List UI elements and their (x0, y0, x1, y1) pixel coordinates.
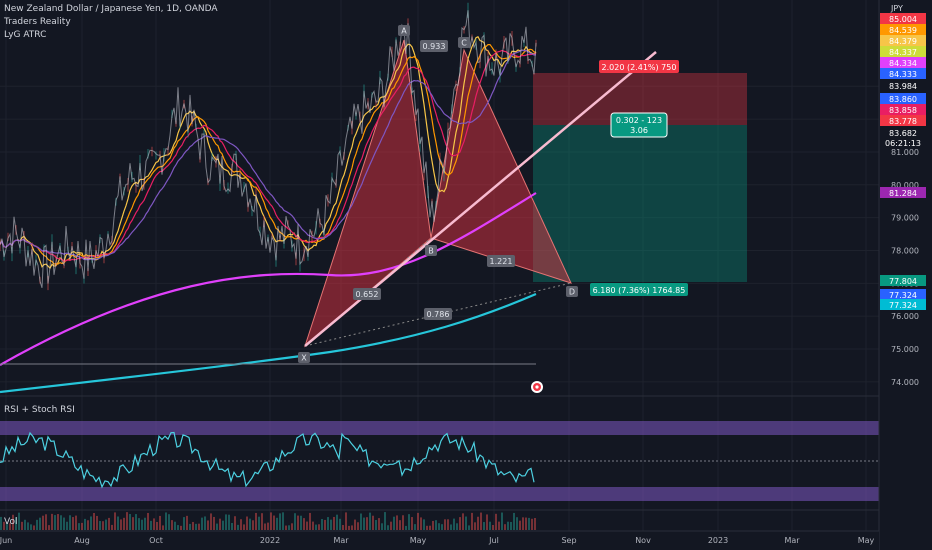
time-tick: 2022 (260, 536, 280, 545)
time-tick: Oct (149, 536, 163, 545)
price-badge-text: 84.333 (889, 70, 917, 79)
time-tick: Jul (488, 536, 499, 545)
price-badge-text: 85.004 (889, 15, 917, 24)
price-badge (880, 35, 926, 46)
price-badge (880, 127, 926, 138)
price-badge (880, 289, 926, 300)
point-d-label: D (569, 288, 575, 297)
vol-panel-title: Vol (4, 517, 17, 527)
time-tick: May (858, 536, 875, 545)
ema-purple-line[interactable] (0, 192, 537, 366)
point-c-label: C (461, 39, 467, 48)
rsi-overbought-band (0, 421, 879, 435)
ratio-xb: 0.652 (356, 290, 379, 299)
ratio-xd: 0.786 (427, 310, 450, 319)
point-b-label: B (428, 247, 434, 256)
rsi-line[interactable] (0, 431, 535, 489)
price-badge-text: 77.324 (889, 301, 917, 310)
time-tick: Mar (333, 536, 349, 545)
price-badge (880, 93, 926, 104)
time-tick: Jun (0, 536, 12, 545)
time-tick: Aug (74, 536, 90, 545)
entry-label-line2: 3.06 (630, 126, 648, 135)
price-badge (880, 137, 926, 148)
price-series[interactable] (0, 10, 537, 288)
entry-label-line1: 0.302 - 123 (616, 116, 662, 125)
point-a-label: A (401, 27, 407, 36)
moving-average-line[interactable] (0, 49, 537, 261)
price-badge-text: 83.858 (889, 106, 917, 115)
price-badge (880, 104, 926, 115)
price-badge-text: 84.337 (889, 48, 917, 57)
time-tick: Mar (784, 536, 800, 545)
price-badge-text: 77.804 (889, 277, 917, 286)
price-badge (880, 57, 926, 68)
take-profit-zone[interactable] (533, 125, 747, 282)
price-badge (880, 299, 926, 310)
price-badge (880, 187, 926, 198)
price-badge-text: 84.379 (889, 37, 917, 46)
ratio-ab: 0.933 (423, 42, 446, 51)
price-tick: 75.000 (891, 345, 919, 354)
currency-label: JPY (890, 4, 903, 13)
price-badge (880, 24, 926, 35)
price-tick: 79.000 (891, 214, 919, 223)
price-badge-text: 83.778 (889, 117, 917, 126)
price-badge-text: 84.539 (889, 26, 917, 35)
price-tick: 76.000 (891, 312, 919, 321)
price-badge-text: 77.324 (889, 291, 917, 300)
price-badge (880, 46, 926, 57)
price-tick: 74.000 (891, 378, 919, 387)
time-tick: 2023 (708, 536, 728, 545)
price-badge-text: 83.860 (889, 95, 917, 104)
time-tick: May (410, 536, 427, 545)
price-badge-text: 06:21:13 (885, 139, 921, 148)
indicator-lyg-atrc[interactable]: LyG ATRC (4, 30, 47, 40)
price-tick: 80.000 (891, 181, 919, 190)
price-badge (880, 275, 926, 286)
price-tick: 81.000 (891, 148, 919, 157)
ratio-bd: 1.221 (490, 257, 513, 266)
indicator-traders-reality[interactable]: Traders Reality (4, 17, 71, 27)
price-badge (880, 68, 926, 79)
price-badge-text: 84.334 (889, 59, 917, 68)
ema-cyan-line[interactable] (0, 292, 537, 394)
price-badge-text: 81.284 (889, 189, 917, 198)
price-tick: 78.000 (891, 246, 919, 255)
price-badge (880, 13, 926, 24)
price-badge (880, 80, 926, 91)
rsi-oversold-band (0, 487, 879, 501)
moving-average-line[interactable] (0, 35, 537, 270)
rsi-panel-title: RSI + Stoch RSI (4, 405, 75, 415)
price-badge (880, 115, 926, 126)
stop-loss-label: 2.020 (2.41%) 750 (602, 63, 677, 72)
time-tick: Sep (561, 536, 576, 545)
price-badge-text: 83.984 (889, 82, 917, 91)
symbol-title[interactable]: New Zealand Dollar / Japanese Yen, 1D, O… (4, 4, 218, 14)
target-label: 6.180 (7.36%) 1764.85 (593, 286, 686, 295)
point-x-label: X (301, 354, 307, 363)
grid (0, 0, 879, 531)
time-tick: Nov (635, 536, 651, 545)
price-badge-text: 83.682 (889, 129, 917, 138)
